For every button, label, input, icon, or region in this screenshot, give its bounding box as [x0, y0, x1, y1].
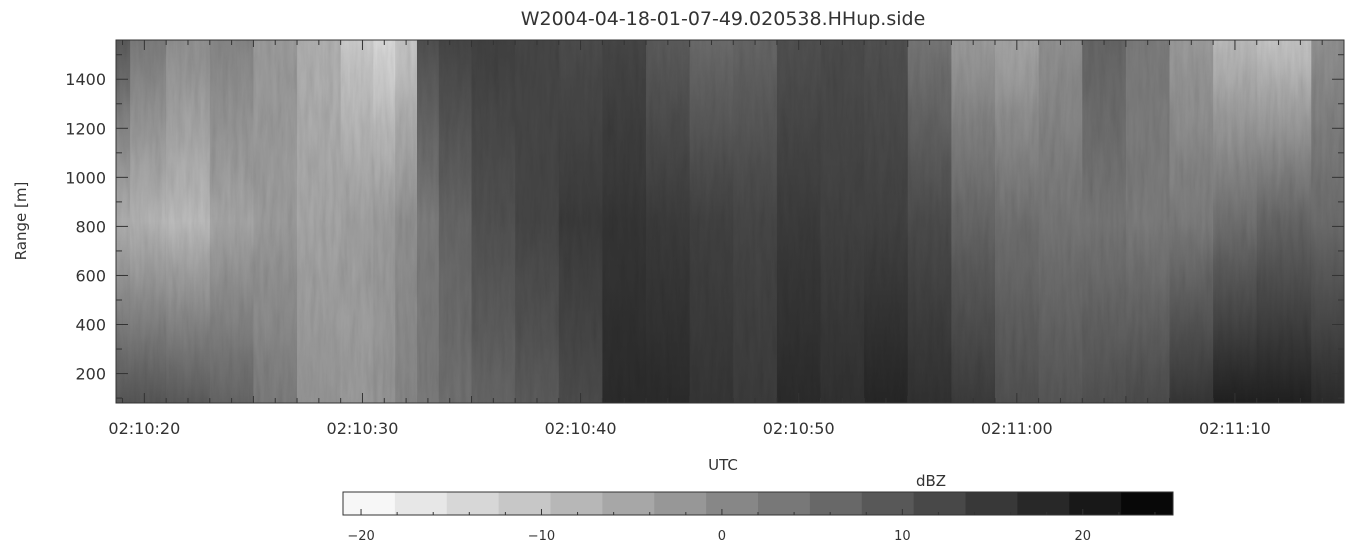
colorbar: −20 −10 0 10 20 [342, 491, 1174, 544]
colorbar-tick-label: 10 [894, 529, 911, 544]
y-axis-label: Range [m] [12, 182, 30, 261]
colorbar-swatch [758, 492, 811, 515]
x-axis: 02:10:20 02:10:30 02:10:40 02:10:50 02:11:00… [108, 40, 1345, 438]
colorbar-swatch [602, 492, 655, 515]
y-tick-label: 800 [75, 217, 106, 236]
colorbar-swatch [446, 492, 500, 515]
colorbar-swatch [809, 492, 863, 515]
colorbar-swatch [1017, 492, 1070, 515]
colorbar-label: dBZ [916, 472, 946, 490]
y-axis: 200 400 600 800 1000 1200 1400 [65, 54, 1344, 399]
colorbar-tick-label: −10 [528, 529, 555, 544]
colorbar-swatch [394, 492, 448, 515]
x-tick-label: 02:10:40 [545, 419, 617, 438]
colorbar-tick-label: 0 [718, 529, 726, 544]
colorbar-swatch [913, 492, 967, 515]
x-axis-label: UTC [708, 456, 738, 474]
colorbar-tick-label: 20 [1075, 529, 1092, 544]
y-tick-label: 400 [75, 316, 106, 335]
colorbar-swatch [965, 492, 1018, 515]
x-tick-label: 02:11:00 [981, 419, 1053, 438]
heatmap-texture [116, 40, 1344, 403]
colorbar-swatch [550, 492, 603, 515]
chart-title: W2004-04-18-01-07-49.020538.HHup.side [521, 8, 926, 30]
plot-frame [115, 39, 1345, 404]
y-tick-label: 600 [75, 266, 106, 285]
colorbar-swatch [498, 492, 552, 515]
colorbar-swatch [654, 492, 707, 515]
colorbar-swatch [706, 492, 759, 515]
colorbar-swatch [1069, 492, 1122, 515]
colorbar-swatch [861, 492, 915, 515]
x-tick-label: 02:10:50 [763, 419, 835, 438]
x-tick-label: 02:10:30 [327, 419, 399, 438]
colorbar-swatch [343, 492, 396, 515]
y-tick-label: 200 [75, 365, 106, 384]
x-tick-label: 02:10:20 [108, 419, 180, 438]
y-tick-label: 1400 [65, 70, 106, 89]
colorbar-swatch [1121, 492, 1174, 515]
x-tick-label: 02:11:10 [1199, 419, 1271, 438]
y-tick-label: 1200 [65, 119, 106, 138]
colorbar-tick-label: −20 [347, 529, 374, 544]
y-tick-label: 1000 [65, 168, 106, 187]
